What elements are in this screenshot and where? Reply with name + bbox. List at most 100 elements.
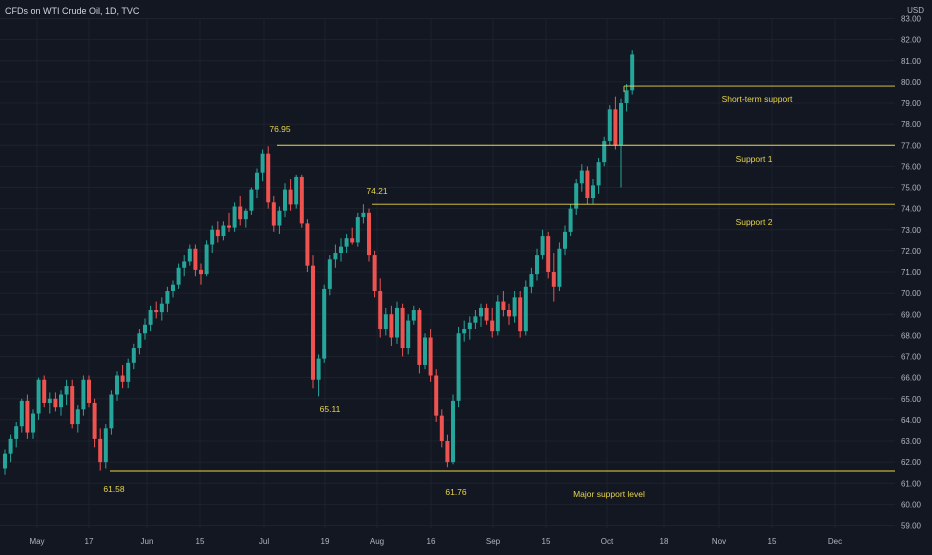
candle <box>417 307 422 374</box>
candle-body <box>199 269 203 275</box>
candle <box>215 221 220 243</box>
candle <box>311 255 315 389</box>
candle <box>428 329 433 382</box>
candle <box>255 168 259 199</box>
candle <box>159 297 164 321</box>
candle <box>42 375 47 408</box>
candle <box>445 434 450 468</box>
candle-body <box>327 259 332 289</box>
candle-body <box>288 189 293 205</box>
support-level-label: Major support level <box>573 489 645 499</box>
candle <box>507 303 511 325</box>
candle-body <box>355 217 360 243</box>
candle <box>473 310 478 330</box>
candle-body <box>484 307 489 321</box>
price-tick-label: 81.00 <box>901 57 922 66</box>
candle-body <box>467 322 472 330</box>
candle-body <box>42 379 47 403</box>
candle-body <box>115 375 119 395</box>
candle <box>378 278 383 338</box>
candle <box>400 303 405 357</box>
candle <box>187 244 192 266</box>
time-tick-label: 15 <box>768 537 777 546</box>
time-tick-label: 18 <box>660 537 669 546</box>
candle-body <box>361 212 366 218</box>
candle-body <box>266 153 271 203</box>
candle <box>36 377 41 420</box>
candle <box>602 136 607 167</box>
candle-body <box>602 141 607 163</box>
candle <box>204 240 209 277</box>
candle-body <box>417 310 422 365</box>
candle <box>434 369 439 422</box>
candle <box>518 291 523 338</box>
price-tick-label: 76.00 <box>901 162 922 171</box>
candle <box>383 307 388 336</box>
candle-body <box>204 244 209 275</box>
support-level-label: Support 2 <box>736 217 773 227</box>
price-tick-label: 60.00 <box>901 500 922 509</box>
candle-body <box>568 208 573 232</box>
candle-body <box>591 185 595 199</box>
price-tick-label: 61.00 <box>901 479 922 488</box>
candle <box>563 225 567 256</box>
candle <box>154 301 159 319</box>
support-level-label: Short-term support <box>722 94 793 104</box>
candle <box>260 149 265 182</box>
time-tick-label: 19 <box>321 537 330 546</box>
price-tick-label: 64.00 <box>901 416 922 425</box>
candle <box>271 195 276 232</box>
candle-body <box>227 225 231 228</box>
candle <box>75 405 80 433</box>
candle-body <box>243 210 248 220</box>
candle <box>171 280 175 298</box>
candle-body <box>445 441 450 463</box>
candle <box>423 333 427 370</box>
candle <box>109 390 114 435</box>
candle <box>137 329 142 355</box>
candle <box>103 424 108 469</box>
candle-body <box>378 291 383 330</box>
candle-body <box>255 172 259 190</box>
candle-body <box>490 320 495 332</box>
candle-body <box>59 394 63 408</box>
candle-body <box>479 307 483 317</box>
candle <box>266 146 271 209</box>
price-tick-label: 66.00 <box>901 374 922 383</box>
candle-body <box>283 189 287 211</box>
candle-body <box>619 103 623 146</box>
price-tick-label: 73.00 <box>901 226 922 235</box>
price-annotation: 74.21 <box>366 186 388 196</box>
candle-body <box>456 333 461 401</box>
price-tick-label: 79.00 <box>901 99 922 108</box>
candle-body <box>507 310 511 317</box>
price-tick-label: 65.00 <box>901 395 922 404</box>
price-annotation: 61.58 <box>103 484 125 494</box>
price-tick-label: 69.00 <box>901 310 922 319</box>
candle-body <box>607 109 612 142</box>
candle-body <box>120 375 125 382</box>
candle-body <box>311 265 315 380</box>
candle <box>243 208 248 228</box>
price-tick-label: 71.00 <box>901 268 922 277</box>
candle-body <box>613 109 618 146</box>
candle <box>579 164 584 192</box>
candle-body <box>271 202 276 226</box>
candle <box>227 212 231 232</box>
candle-body <box>210 229 215 245</box>
candle <box>439 409 444 448</box>
candle <box>322 284 327 363</box>
candle-body <box>423 337 427 365</box>
candle-body <box>389 314 394 338</box>
candle <box>131 343 136 370</box>
candle-body <box>535 255 539 275</box>
time-tick-label: 15 <box>542 537 551 546</box>
candle-body <box>383 314 388 330</box>
candle <box>92 398 97 448</box>
candle <box>372 250 377 298</box>
price-tick-label: 70.00 <box>901 289 922 298</box>
candle <box>210 225 215 253</box>
candle-body <box>249 189 254 211</box>
candle <box>361 204 366 224</box>
